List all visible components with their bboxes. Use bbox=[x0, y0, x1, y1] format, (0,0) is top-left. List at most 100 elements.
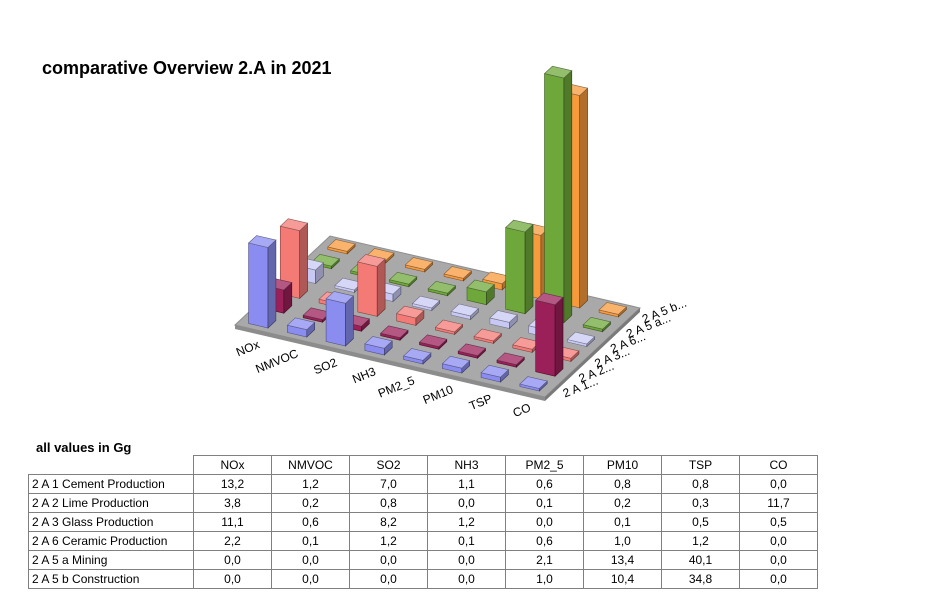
bar-5-2 bbox=[404, 257, 434, 273]
bar-0-2 bbox=[325, 291, 355, 347]
category-label: CO bbox=[511, 400, 533, 420]
category-label: PM2_5 bbox=[376, 373, 417, 400]
bar-side-face bbox=[524, 223, 534, 315]
bar-3-7 bbox=[566, 331, 596, 348]
chart-floor-edge bbox=[235, 308, 640, 401]
bar-front-face bbox=[357, 261, 378, 317]
bar-top-face bbox=[380, 325, 409, 339]
bar-0-1 bbox=[286, 317, 316, 338]
table-cell: 34,8 bbox=[661, 569, 740, 589]
bar-2-2 bbox=[357, 254, 386, 318]
bar-top-face bbox=[441, 355, 471, 369]
bar-0-4 bbox=[402, 348, 432, 365]
category-label: TSP bbox=[467, 391, 494, 413]
bar-top-face bbox=[566, 331, 596, 345]
bar-top-face bbox=[543, 65, 573, 79]
bar-side-face bbox=[299, 222, 308, 300]
table-cell: 0,0 bbox=[271, 550, 350, 570]
table-row-label: 2 A 1 Cement Production bbox=[28, 474, 194, 494]
bar-top-face bbox=[325, 291, 355, 304]
category-label: PM10 bbox=[421, 382, 456, 407]
bar-front-face bbox=[505, 227, 526, 315]
table-row-label: 2 A 5 b Construction bbox=[28, 569, 194, 589]
table-cell: 1,2 bbox=[427, 512, 506, 532]
table-row-label: 2 A 3 Glass Production bbox=[28, 512, 194, 532]
bar-2-0 bbox=[279, 218, 309, 300]
bar-3-5 bbox=[489, 310, 518, 330]
bar-2-3 bbox=[395, 305, 425, 327]
bar-top-face bbox=[327, 239, 356, 252]
table-column-header: NOx bbox=[193, 455, 272, 475]
table-cell: 7,0 bbox=[349, 474, 428, 494]
table-header-row: NOx NMVOC SO2 NH3 PM2_5 PM10 TSP CO bbox=[29, 455, 818, 475]
bar-top-face bbox=[395, 305, 425, 319]
bar-top-face bbox=[279, 218, 309, 232]
bar-4-4 bbox=[466, 279, 495, 306]
table-cell: 0,1 bbox=[271, 531, 350, 551]
units-note: all values in Gg bbox=[36, 440, 132, 455]
table-cell: 10,4 bbox=[583, 569, 662, 589]
table-row-label: 2 A 2 Lime Production bbox=[28, 493, 194, 513]
table-cell: 1,0 bbox=[505, 569, 584, 589]
bar-side-face bbox=[376, 258, 386, 318]
bar-front-face bbox=[535, 299, 556, 377]
chart-floor-front-edge bbox=[235, 325, 545, 401]
table-cell: 0,1 bbox=[427, 531, 506, 551]
table-cell: 1,2 bbox=[661, 531, 740, 551]
table-cell: 0,5 bbox=[739, 512, 818, 532]
bar-top-face bbox=[473, 328, 503, 342]
bar-1-3 bbox=[380, 325, 409, 341]
bar-0-3 bbox=[364, 336, 393, 356]
bar-side-face bbox=[267, 239, 277, 329]
table-cell: 0,2 bbox=[583, 493, 662, 513]
bar-top-face bbox=[489, 310, 518, 323]
table-cell: 0,6 bbox=[271, 512, 350, 532]
table-corner bbox=[29, 456, 194, 475]
bar-top-face bbox=[402, 348, 432, 361]
chart-bars bbox=[247, 65, 628, 392]
table-cell: 0,0 bbox=[739, 474, 818, 494]
table-row: 2 A 5 a Mining 0,0 0,0 0,0 0,0 2,1 13,4 40,1 0,0 bbox=[28, 550, 818, 570]
bar-5-7 bbox=[598, 302, 628, 318]
table-cell: 11,1 bbox=[193, 512, 272, 532]
table-cell: 0,0 bbox=[505, 512, 584, 532]
bar-4-3 bbox=[427, 280, 457, 297]
category-label: NMVOC bbox=[254, 346, 301, 376]
table-cell: 0,1 bbox=[583, 512, 662, 532]
table-column-header: CO bbox=[739, 455, 818, 475]
bar-2-5 bbox=[473, 328, 503, 345]
bar-0-7 bbox=[519, 376, 548, 392]
bar-0-0 bbox=[247, 235, 277, 329]
bar-4-7 bbox=[582, 316, 612, 333]
bar-0-5 bbox=[441, 355, 471, 374]
table-column-header: NH3 bbox=[427, 455, 506, 475]
bar-top-face bbox=[598, 302, 628, 315]
table-cell: 0,8 bbox=[583, 474, 662, 494]
table-row: 2 A 1 Cement Production 13,2 1,2 7,0 1,1 0,6 0… bbox=[28, 474, 818, 494]
data-table: NOx NMVOC SO2 NH3 PM2_5 PM10 TSP CO 2 A 1 Cemen… bbox=[28, 455, 818, 589]
bar-top-face bbox=[457, 343, 487, 357]
table-cell: 0,0 bbox=[739, 531, 818, 551]
table-cell: 0,8 bbox=[349, 493, 428, 513]
table-body: 2 A 1 Cement Production 13,2 1,2 7,0 1,1 0,6 0… bbox=[28, 474, 818, 589]
table-cell: 0,6 bbox=[505, 474, 584, 494]
table-column-header: NMVOC bbox=[271, 455, 350, 475]
bar-1-6 bbox=[496, 352, 525, 368]
table-cell: 0,0 bbox=[427, 493, 506, 513]
table-cell: 1,0 bbox=[583, 531, 662, 551]
bar-front-face bbox=[248, 242, 269, 329]
bar-top-face bbox=[427, 280, 457, 294]
table-row: 2 A 3 Glass Production 11,1 0,6 8,2 1,2 0,0 0,… bbox=[28, 512, 818, 532]
table-cell: 0,0 bbox=[271, 569, 350, 589]
bar-top-face bbox=[434, 319, 464, 333]
table-cell: 2,1 bbox=[505, 550, 584, 570]
bar-top-face bbox=[364, 336, 393, 349]
category-label: NH3 bbox=[350, 364, 378, 386]
table-cell: 2,2 bbox=[193, 531, 272, 551]
bar-front-face bbox=[544, 73, 565, 324]
bar-5-0 bbox=[327, 239, 356, 255]
chart-floor-side-edge bbox=[545, 308, 640, 401]
bar-1-7 bbox=[535, 292, 564, 377]
bar-top-face bbox=[496, 352, 525, 366]
